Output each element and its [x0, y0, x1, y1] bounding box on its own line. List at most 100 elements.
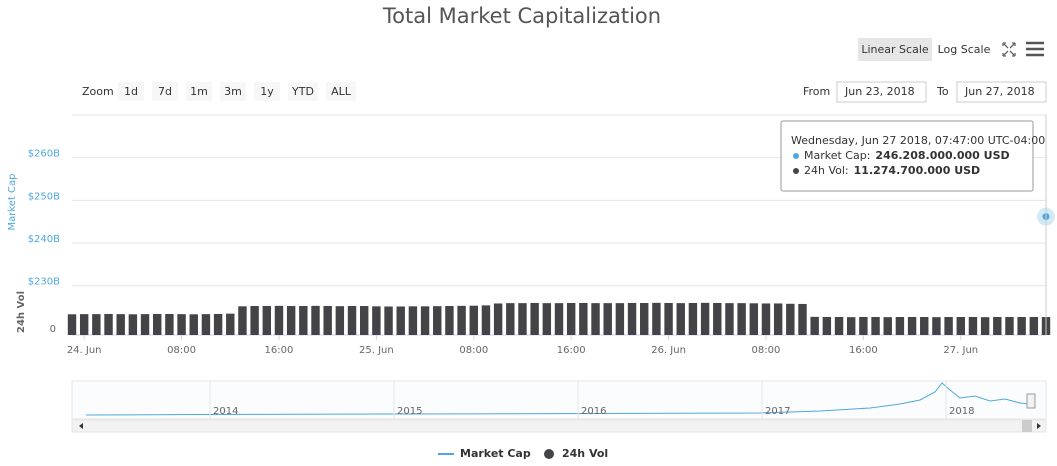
zoom-button[interactable] [186, 82, 212, 101]
zoom-button-label: 1m [190, 85, 208, 98]
volume-bar [627, 302, 637, 335]
volume-bar [140, 314, 150, 335]
menu-icon[interactable] [1026, 41, 1044, 57]
volume-bar [67, 314, 77, 335]
volume-bar [359, 306, 369, 335]
legend-symbol[interactable] [544, 449, 554, 459]
volume-bar [688, 302, 698, 335]
from-input[interactable] [836, 81, 927, 103]
x-tick-label: 16:00 [265, 345, 294, 356]
volume-bar [506, 303, 515, 335]
y-tick-label: $260B [28, 149, 60, 160]
volume-bar [664, 302, 673, 335]
volume-bar [749, 303, 759, 335]
zoom-button-label: 1y [260, 85, 274, 98]
zoom-button[interactable] [152, 82, 178, 101]
navigator-label: 2017 [765, 406, 790, 417]
volume-bar [932, 317, 941, 335]
volume-bar [798, 303, 807, 335]
volume-bar [883, 317, 892, 335]
volume-bar [213, 313, 223, 335]
volume-bar [993, 317, 1002, 335]
volume-bar [871, 317, 880, 335]
volume-bar [201, 314, 211, 335]
zoom-button[interactable] [254, 82, 280, 101]
volume-bar [493, 303, 503, 335]
chart-title: Total Market Capitalization [382, 4, 661, 28]
zoom-button-label: 3m [224, 85, 242, 98]
volume-bar [92, 314, 101, 335]
to-input[interactable] [956, 81, 1047, 103]
y2-tick-label: 0 [50, 324, 56, 335]
volume-bar [128, 314, 138, 335]
zoom-button[interactable] [220, 82, 246, 101]
volume-bar [445, 306, 454, 335]
fullscreen-icon[interactable] [1002, 42, 1016, 57]
volume-bar [859, 317, 868, 335]
volume-bar [591, 303, 600, 335]
volume-bar [189, 314, 198, 335]
legend-label[interactable]: 24h Vol [562, 447, 608, 460]
zoom-button[interactable] [118, 82, 144, 101]
zoom-button[interactable] [288, 82, 318, 101]
volume-bar [579, 302, 588, 335]
tooltip [780, 120, 1034, 192]
volume-bar [323, 306, 332, 335]
volume-bar [615, 303, 625, 335]
volume-bar [640, 302, 649, 335]
volume-bar [920, 317, 929, 335]
volume-bar [408, 306, 418, 335]
volume-bar [810, 316, 819, 335]
volume-bar [725, 303, 734, 335]
legend-label[interactable]: Market Cap [460, 447, 531, 460]
zoom-button-label: ALL [331, 85, 352, 98]
volume-bar [238, 306, 247, 335]
volume-bar [347, 306, 357, 335]
navigator-label: 2014 [213, 406, 238, 417]
volume-bar [420, 306, 430, 335]
x-tick-label: 08:00 [167, 345, 196, 356]
x-tick-label: 16:00 [557, 345, 586, 356]
volume-bar [286, 306, 296, 335]
navigator-label: 2016 [581, 406, 606, 417]
volume-bar [834, 317, 844, 335]
volume-bar [165, 313, 174, 335]
volume-bar [311, 305, 320, 335]
volume-bar [566, 302, 576, 335]
volume-bar [652, 302, 661, 335]
volume-bar [274, 305, 284, 335]
volume-bar [116, 314, 125, 335]
volume-bar [846, 317, 856, 335]
volume-bar [469, 305, 478, 335]
volume-bar [786, 303, 795, 335]
scale-button[interactable] [858, 38, 932, 61]
scale-button[interactable] [935, 38, 993, 61]
from-label: From [803, 85, 830, 98]
volume-bar [79, 314, 89, 335]
zoom-button[interactable] [326, 82, 356, 101]
scrollbar-thumb[interactable] [1022, 420, 1032, 432]
tooltip-label: Market Cap: [804, 149, 870, 162]
y-tick-label: $240B [28, 234, 60, 245]
volume-bar [980, 317, 990, 335]
y-tick-label: $230B [28, 277, 60, 288]
volume-bar [1005, 317, 1014, 335]
volume-bar [481, 305, 491, 335]
scrollbar[interactable] [71, 419, 1047, 433]
navigator-handle[interactable] [1026, 393, 1036, 409]
volume-bar [895, 317, 905, 335]
tooltip-dot [793, 153, 799, 159]
volume-bar [1029, 317, 1039, 335]
x-tick-label: 08:00 [459, 345, 488, 356]
y2-axis-title: 24h Vol [16, 291, 27, 333]
tooltip-label: 24h Vol: [804, 164, 849, 177]
zoom-label: Zoom [82, 85, 114, 98]
volume-bar [956, 317, 965, 335]
x-tick-label: 24. Jun [67, 345, 102, 356]
volume-bar [518, 303, 527, 335]
x-tick-label: 08:00 [752, 345, 781, 356]
volume-bar [1017, 317, 1026, 335]
navigator[interactable] [71, 380, 1047, 420]
volume-bar [944, 317, 953, 335]
y-tick-label: $250B [28, 191, 60, 202]
